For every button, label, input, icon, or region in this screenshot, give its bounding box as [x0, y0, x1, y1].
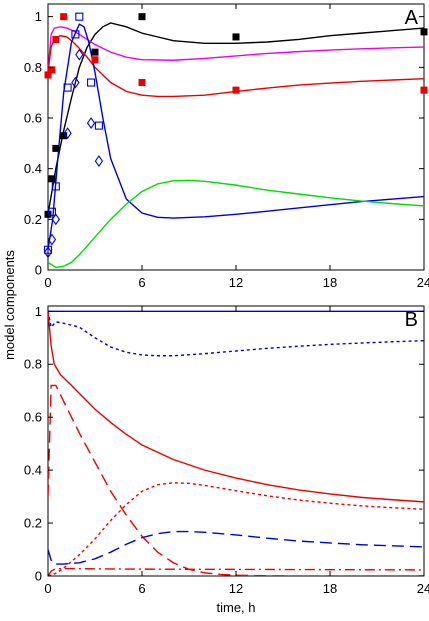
black-squares-point-4 [60, 132, 68, 140]
y-tick-label: 0.6 [24, 111, 42, 126]
blue-open-squares-point-1 [43, 245, 53, 254]
x-tick-label: 12 [229, 275, 243, 290]
blue-open-diamonds-point-8 [94, 155, 104, 168]
black-squares-point-5 [91, 48, 99, 56]
series-line-1 [48, 22, 424, 215]
series-line-6 [48, 567, 424, 576]
panel-label: B [405, 309, 418, 331]
blue-open-squares-point-8 [94, 121, 103, 130]
y-tick-label: 0.2 [24, 212, 42, 227]
y-tick-label: 0.4 [24, 161, 42, 176]
blue-open-squares-point-6 [75, 12, 84, 21]
series-group [48, 310, 424, 576]
panel-a: 0 0.2 0.4 0.6 0.8 1 0 6 12 18 24 A [24, 3, 429, 290]
series-line-3 [48, 34, 424, 98]
blue-open-diamonds-point-2 [47, 233, 57, 246]
x-tick-label: 12 [229, 581, 243, 596]
blue-open-diamonds-point-7 [86, 117, 96, 130]
red-squares-point-4 [60, 13, 68, 21]
series-line-3 [48, 311, 424, 503]
blue-open-diamonds-point-4 [63, 127, 72, 140]
red-squares-point-7 [232, 86, 240, 94]
y-tick-label: 0.4 [24, 463, 42, 478]
y-tick-label: 0 [35, 263, 42, 278]
series-line-5 [48, 482, 424, 576]
red-squares-point-1 [44, 71, 52, 79]
series-group [48, 22, 424, 269]
red-squares-point-2 [48, 66, 56, 74]
blue-open-diamonds-point-5 [71, 76, 80, 89]
panel-label: A [405, 7, 419, 29]
x-axis-title: time, h [216, 600, 255, 615]
x-tick-label: 0 [44, 581, 51, 596]
x-tick-label: 24 [417, 581, 429, 596]
blue-open-squares-point-2 [47, 207, 56, 216]
y-axis-title: model components [2, 250, 17, 360]
black-squares-point-6 [138, 13, 146, 21]
y-tick-label: 0.8 [24, 60, 42, 75]
blue-open-squares-point-5 [71, 30, 80, 39]
black-squares-point-3 [52, 144, 60, 152]
x-tick-label: 24 [417, 275, 429, 290]
red-squares-point-5 [91, 56, 99, 64]
red-squares-point-3 [52, 35, 60, 43]
x-tick-label: 18 [323, 275, 337, 290]
red-squares-point-8 [420, 86, 428, 94]
blue-open-squares-point-4 [63, 83, 72, 92]
black-squares-point-8 [420, 28, 428, 36]
red-squares-point-6 [138, 79, 146, 87]
x-tick-label: 0 [44, 275, 51, 290]
y-tick-label: 0 [35, 569, 42, 584]
blue-open-diamonds-point-3 [51, 213, 61, 226]
series-line-5 [48, 179, 424, 269]
y-tick-label: 0.6 [24, 410, 42, 425]
series-line-7 [48, 530, 424, 565]
black-squares-point-7 [232, 33, 240, 41]
y-tick-label: 0.8 [24, 357, 42, 372]
blue-open-diamonds-point-1 [43, 246, 53, 259]
series-line-2 [48, 26, 424, 73]
blue-open-squares-point-3 [51, 182, 60, 191]
y-tick-label: 0.2 [24, 516, 42, 531]
x-tick-label: 6 [138, 275, 145, 290]
black-squares-point-2 [48, 175, 56, 183]
blue-open-squares-point-7 [87, 78, 96, 87]
blue-open-diamonds-point-6 [75, 48, 84, 61]
y-tick-label: 1 [35, 304, 42, 319]
series-line-4 [48, 384, 424, 576]
y-tick-label: 1 [35, 9, 42, 24]
series-line-2 [48, 311, 424, 357]
series-line-4 [48, 23, 424, 250]
x-tick-label: 18 [323, 581, 337, 596]
x-tick-label: 6 [138, 581, 145, 596]
